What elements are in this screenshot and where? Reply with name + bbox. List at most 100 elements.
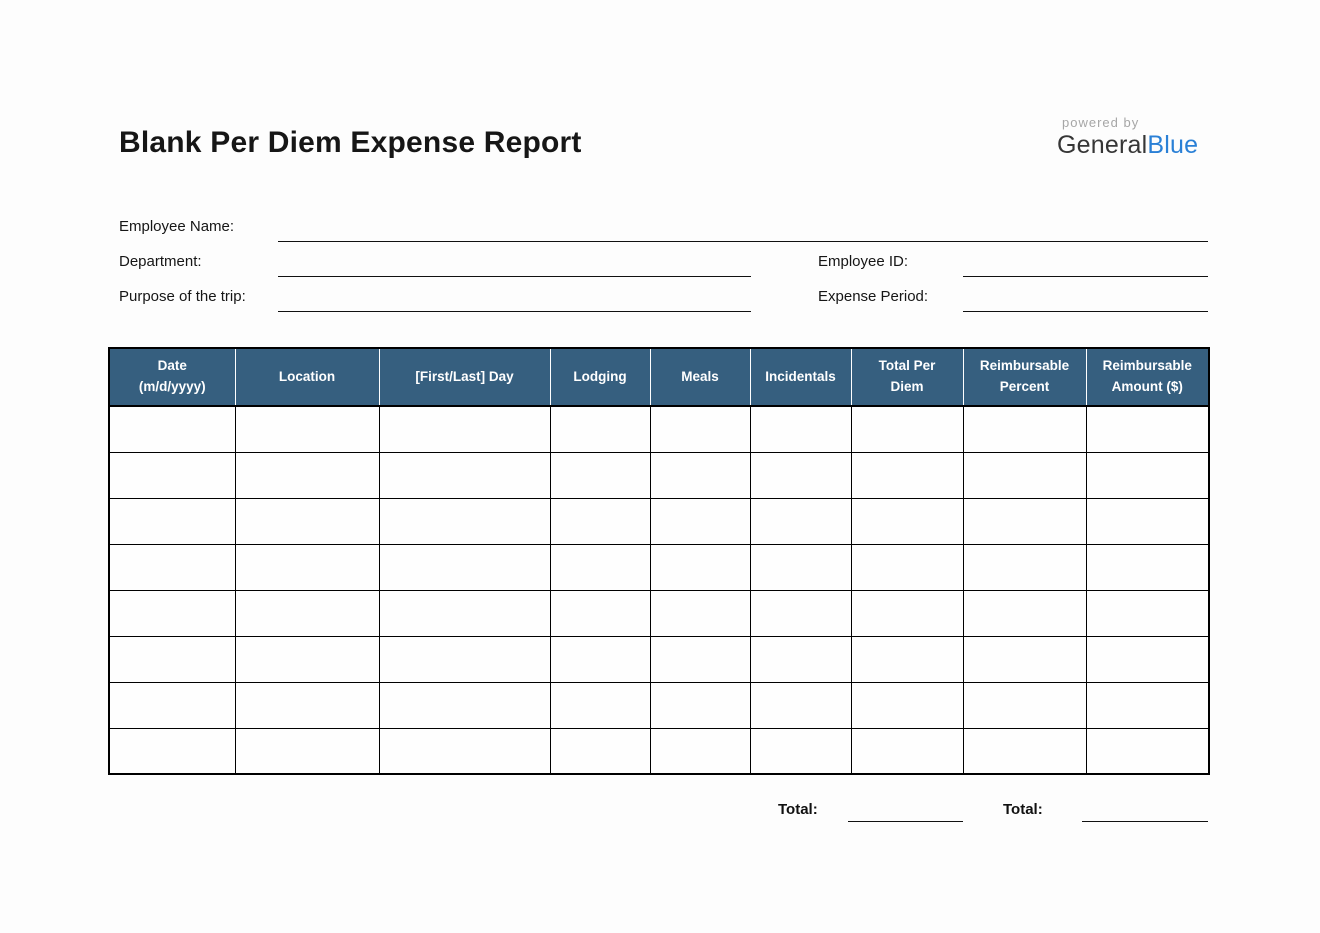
table-cell-date[interactable]	[109, 728, 235, 774]
table-cell-meals[interactable]	[650, 636, 750, 682]
table-cell-first-last-day[interactable]	[379, 544, 550, 590]
table-cell-reimbursable-percent[interactable]	[963, 544, 1086, 590]
table-cell-date[interactable]	[109, 590, 235, 636]
table-cell-total-per-diem[interactable]	[851, 498, 963, 544]
purpose-of-trip-label: Purpose of the trip:	[119, 288, 246, 305]
table-cell-reimbursable-amount[interactable]	[1086, 452, 1209, 498]
table-cell-first-last-day[interactable]	[379, 452, 550, 498]
table-cell-total-per-diem[interactable]	[851, 452, 963, 498]
table-row	[109, 452, 1209, 498]
table-cell-first-last-day[interactable]	[379, 498, 550, 544]
table-cell-reimbursable-percent[interactable]	[963, 636, 1086, 682]
table-cell-date[interactable]	[109, 406, 235, 452]
table-row	[109, 636, 1209, 682]
table-cell-incidentals[interactable]	[750, 452, 851, 498]
table-cell-reimbursable-amount[interactable]	[1086, 682, 1209, 728]
table-cell-lodging[interactable]	[550, 452, 650, 498]
table-cell-meals[interactable]	[650, 498, 750, 544]
table-cell-incidentals[interactable]	[750, 406, 851, 452]
table-cell-meals[interactable]	[650, 728, 750, 774]
table-cell-reimbursable-percent[interactable]	[963, 728, 1086, 774]
total-per-diem-field[interactable]	[848, 802, 963, 822]
table-cell-incidentals[interactable]	[750, 636, 851, 682]
table-cell-total-per-diem[interactable]	[851, 728, 963, 774]
brand-wordmark: GeneralBlue	[1057, 131, 1198, 160]
table-cell-total-per-diem[interactable]	[851, 544, 963, 590]
total-reimbursable-label: Total:	[1003, 801, 1043, 818]
table-cell-meals[interactable]	[650, 406, 750, 452]
department-field[interactable]	[278, 255, 751, 277]
table-cell-total-per-diem[interactable]	[851, 406, 963, 452]
purpose-of-trip-field[interactable]	[278, 290, 751, 312]
table-cell-first-last-day[interactable]	[379, 682, 550, 728]
table-cell-meals[interactable]	[650, 452, 750, 498]
table-cell-meals[interactable]	[650, 544, 750, 590]
table-cell-incidentals[interactable]	[750, 682, 851, 728]
brand-blue-text: Blue	[1147, 131, 1198, 159]
table-cell-date[interactable]	[109, 636, 235, 682]
table-cell-lodging[interactable]	[550, 590, 650, 636]
employee-id-field[interactable]	[963, 255, 1208, 277]
table-cell-location[interactable]	[235, 590, 379, 636]
table-cell-incidentals[interactable]	[750, 498, 851, 544]
table-cell-reimbursable-amount[interactable]	[1086, 406, 1209, 452]
page-title: Blank Per Diem Expense Report	[119, 126, 582, 160]
table-cell-first-last-day[interactable]	[379, 406, 550, 452]
table-cell-incidentals[interactable]	[750, 590, 851, 636]
table-cell-date[interactable]	[109, 452, 235, 498]
table-cell-meals[interactable]	[650, 590, 750, 636]
col-header-first-last-day: [First/Last] Day	[379, 348, 550, 406]
col-header-total-per-diem: Total Per Diem	[851, 348, 963, 406]
table-cell-location[interactable]	[235, 728, 379, 774]
table-cell-location[interactable]	[235, 452, 379, 498]
table-cell-reimbursable-amount[interactable]	[1086, 590, 1209, 636]
table-cell-first-last-day[interactable]	[379, 636, 550, 682]
table-cell-lodging[interactable]	[550, 682, 650, 728]
brand-logo: powered by GeneralBlue	[1057, 115, 1198, 160]
powered-by-label: powered by	[1062, 115, 1198, 130]
expense-table: Date (m/d/yyyy)Location[First/Last] DayL…	[108, 347, 1210, 775]
col-header-lodging: Lodging	[550, 348, 650, 406]
table-cell-location[interactable]	[235, 682, 379, 728]
table-cell-incidentals[interactable]	[750, 544, 851, 590]
table-cell-lodging[interactable]	[550, 498, 650, 544]
table-cell-lodging[interactable]	[550, 544, 650, 590]
table-cell-location[interactable]	[235, 498, 379, 544]
table-cell-first-last-day[interactable]	[379, 728, 550, 774]
table-cell-lodging[interactable]	[550, 728, 650, 774]
table-cell-reimbursable-amount[interactable]	[1086, 498, 1209, 544]
table-cell-location[interactable]	[235, 544, 379, 590]
table-cell-location[interactable]	[235, 406, 379, 452]
table-cell-location[interactable]	[235, 636, 379, 682]
table-cell-lodging[interactable]	[550, 406, 650, 452]
table-cell-first-last-day[interactable]	[379, 590, 550, 636]
expense-period-field[interactable]	[963, 290, 1208, 312]
table-row	[109, 544, 1209, 590]
table-cell-total-per-diem[interactable]	[851, 636, 963, 682]
table-row	[109, 498, 1209, 544]
table-cell-total-per-diem[interactable]	[851, 590, 963, 636]
table-cell-reimbursable-amount[interactable]	[1086, 544, 1209, 590]
expense-period-label: Expense Period:	[818, 288, 928, 305]
table-cell-reimbursable-amount[interactable]	[1086, 636, 1209, 682]
employee-name-field[interactable]	[278, 220, 1208, 242]
table-cell-total-per-diem[interactable]	[851, 682, 963, 728]
table-cell-lodging[interactable]	[550, 636, 650, 682]
table-cell-reimbursable-percent[interactable]	[963, 682, 1086, 728]
table-cell-date[interactable]	[109, 544, 235, 590]
col-header-reimbursable-amount: Reimbursable Amount ($)	[1086, 348, 1209, 406]
table-cell-date[interactable]	[109, 498, 235, 544]
table-cell-date[interactable]	[109, 682, 235, 728]
table-cell-reimbursable-percent[interactable]	[963, 452, 1086, 498]
table-row	[109, 590, 1209, 636]
table-cell-meals[interactable]	[650, 682, 750, 728]
total-reimbursable-field[interactable]	[1082, 802, 1208, 822]
department-label: Department:	[119, 253, 202, 270]
expense-table-body	[109, 406, 1209, 774]
table-cell-reimbursable-amount[interactable]	[1086, 728, 1209, 774]
col-header-date: Date (m/d/yyyy)	[109, 348, 235, 406]
table-cell-reimbursable-percent[interactable]	[963, 498, 1086, 544]
table-cell-reimbursable-percent[interactable]	[963, 590, 1086, 636]
table-cell-incidentals[interactable]	[750, 728, 851, 774]
table-cell-reimbursable-percent[interactable]	[963, 406, 1086, 452]
